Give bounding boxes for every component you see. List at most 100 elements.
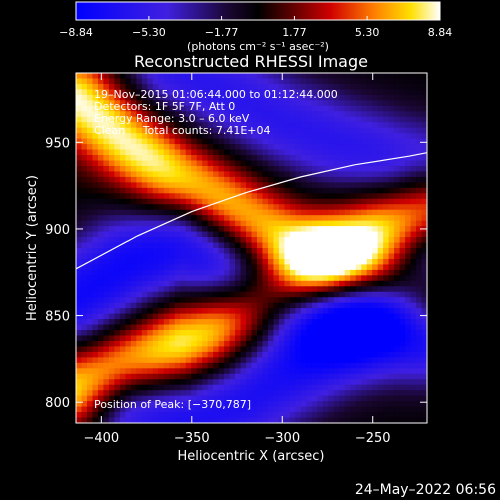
heatmap-pixel bbox=[399, 313, 406, 320]
heatmap-pixel bbox=[383, 308, 390, 315]
heatmap-pixel bbox=[92, 220, 99, 227]
heatmap-pixel bbox=[229, 231, 236, 238]
heatmap-pixel bbox=[306, 149, 313, 156]
heatmap-pixel bbox=[213, 280, 220, 287]
heatmap-pixel bbox=[141, 237, 148, 244]
heatmap-pixel bbox=[267, 204, 275, 211]
heatmap-pixel bbox=[152, 319, 159, 326]
heatmap-pixel bbox=[328, 78, 335, 85]
heatmap-pixel bbox=[262, 187, 269, 194]
heatmap-pixel bbox=[125, 390, 132, 397]
heatmap-pixel bbox=[125, 187, 132, 194]
heatmap-pixel bbox=[405, 105, 412, 112]
heatmap-pixel bbox=[383, 198, 390, 205]
heatmap-pixel bbox=[355, 138, 362, 145]
heatmap-pixel bbox=[130, 395, 137, 402]
heatmap-pixel bbox=[377, 100, 384, 107]
heatmap-pixel bbox=[289, 362, 296, 369]
heatmap-pixel bbox=[163, 362, 170, 369]
heatmap-pixel bbox=[416, 144, 423, 151]
heatmap-pixel bbox=[163, 122, 170, 129]
heatmap-pixel bbox=[119, 144, 126, 151]
heatmap-pixel bbox=[366, 390, 373, 397]
heatmap-pixel bbox=[163, 286, 170, 293]
heatmap-pixel bbox=[224, 384, 231, 391]
heatmap-pixel bbox=[311, 269, 318, 276]
heatmap-pixel bbox=[147, 182, 154, 189]
heatmap-pixel bbox=[147, 242, 154, 249]
heatmap-pixel bbox=[267, 280, 275, 287]
heatmap-pixel bbox=[410, 248, 417, 255]
heatmap-pixel bbox=[163, 187, 170, 194]
heatmap-pixel bbox=[300, 253, 307, 260]
heatmap-pixel bbox=[218, 100, 225, 107]
heatmap-pixel bbox=[317, 253, 324, 260]
heatmap-pixel bbox=[344, 144, 351, 151]
heatmap-pixel bbox=[251, 406, 258, 413]
heatmap-pixel bbox=[191, 362, 198, 369]
heatmap-pixel bbox=[251, 237, 258, 244]
heatmap-pixel bbox=[377, 335, 384, 342]
heatmap-pixel bbox=[383, 313, 390, 320]
heatmap-pixel bbox=[251, 340, 258, 348]
heatmap-pixel bbox=[394, 111, 401, 118]
heatmap-pixel bbox=[328, 319, 335, 326]
heatmap-pixel bbox=[361, 330, 368, 337]
heatmap-pixel bbox=[125, 401, 132, 408]
heatmap-pixel bbox=[86, 297, 94, 304]
heatmap-pixel bbox=[114, 149, 121, 156]
heatmap-pixel bbox=[235, 193, 242, 200]
heatmap-pixel bbox=[229, 89, 236, 96]
heatmap-pixel bbox=[328, 286, 335, 293]
heatmap-pixel bbox=[114, 73, 121, 80]
heatmap-pixel bbox=[92, 144, 99, 151]
heatmap-pixel bbox=[136, 198, 143, 205]
heatmap-pixel bbox=[86, 215, 94, 222]
heatmap-pixel bbox=[246, 264, 253, 271]
heatmap-pixel bbox=[262, 248, 269, 255]
heatmap-pixel bbox=[229, 242, 236, 249]
heatmap-pixel bbox=[119, 198, 126, 205]
heatmap-pixel bbox=[361, 116, 368, 123]
heatmap-pixel bbox=[114, 94, 121, 101]
heatmap-pixel bbox=[136, 122, 143, 129]
heatmap-pixel bbox=[229, 258, 236, 266]
heatmap-pixel bbox=[169, 198, 176, 205]
heatmap-pixel bbox=[213, 275, 220, 282]
heatmap-pixel bbox=[92, 373, 99, 380]
heatmap-pixel bbox=[333, 231, 340, 238]
heatmap-pixel bbox=[224, 248, 231, 255]
heatmap-pixel bbox=[300, 406, 307, 413]
heatmap-pixel bbox=[300, 149, 307, 156]
heatmap-pixel bbox=[278, 144, 285, 151]
heatmap-pixel bbox=[213, 373, 220, 380]
heatmap-pixel bbox=[355, 100, 362, 107]
heatmap-pixel bbox=[229, 160, 236, 167]
heatmap-pixel bbox=[295, 297, 302, 304]
heatmap-pixel bbox=[169, 204, 176, 211]
heatmap-pixel bbox=[256, 94, 264, 101]
heatmap-pixel bbox=[383, 226, 390, 233]
heatmap-pixel bbox=[119, 390, 126, 397]
heatmap-pixel bbox=[207, 395, 214, 402]
heatmap-pixel bbox=[284, 417, 291, 423]
heatmap-pixel bbox=[196, 324, 203, 331]
heatmap-pixel bbox=[130, 275, 137, 282]
heatmap-pixel bbox=[383, 176, 390, 183]
heatmap-pixel bbox=[306, 406, 313, 413]
heatmap-pixel bbox=[355, 291, 362, 298]
heatmap-pixel bbox=[125, 165, 132, 173]
heatmap-pixel bbox=[191, 280, 198, 287]
heatmap-pixel bbox=[383, 100, 390, 107]
heatmap-pixel bbox=[246, 176, 253, 183]
heatmap-pixel bbox=[289, 319, 296, 326]
heatmap-pixel bbox=[125, 308, 132, 315]
heatmap-pixel bbox=[410, 220, 417, 227]
heatmap-pixel bbox=[416, 237, 423, 244]
heatmap-pixel bbox=[388, 264, 395, 271]
heatmap-pixel bbox=[92, 182, 99, 189]
heatmap-pixel bbox=[213, 78, 220, 85]
heatmap-pixel bbox=[207, 242, 214, 249]
heatmap-pixel bbox=[97, 362, 105, 369]
heatmap-pixel bbox=[339, 286, 346, 293]
